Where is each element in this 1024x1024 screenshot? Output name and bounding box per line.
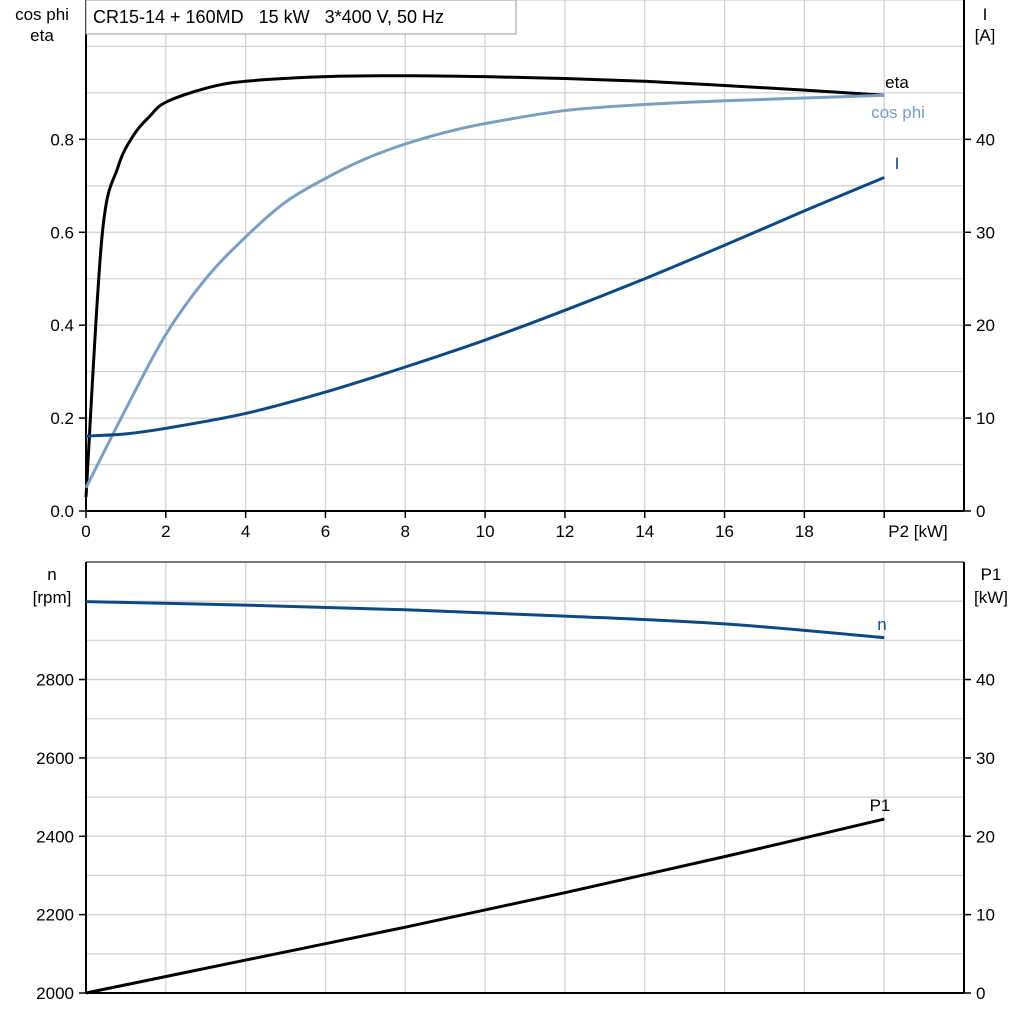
- y-tick-label-right: 30: [976, 749, 995, 768]
- y-tick-label-left: 0.6: [50, 223, 74, 242]
- x-tick-label: 2: [161, 522, 170, 541]
- y-tick-label-left: 0.8: [50, 130, 74, 149]
- title-box: [85, 0, 517, 35]
- x-tick-label: 4: [241, 522, 250, 541]
- series-label-p1: P1: [870, 796, 891, 815]
- x-tick-label: 16: [715, 522, 734, 541]
- y-tick-label-left: 2000: [36, 984, 74, 1003]
- bottom-left-axis-label-2: [rpm]: [33, 588, 72, 607]
- x-tick-label: 18: [795, 522, 814, 541]
- y-tick-label-left: 2200: [36, 906, 74, 925]
- top-right-axis-label-1: I: [983, 5, 988, 24]
- bottom-left-axis-label-1: n: [47, 565, 56, 584]
- bottom-right-axis-label-1: P1: [981, 565, 1002, 584]
- x-tick-label: 14: [635, 522, 654, 541]
- x-axis-label: P2 [kW]: [888, 522, 948, 541]
- x-tick-label: 0: [81, 522, 90, 541]
- y-tick-label-left: 2400: [36, 827, 74, 846]
- y-tick-label-right: 20: [976, 316, 995, 335]
- series-line-n: [85, 600, 885, 640]
- bottom-right-axis-label-2: [kW]: [974, 588, 1008, 607]
- y-tick-label-right: 40: [976, 130, 995, 149]
- y-tick-label-right: 10: [976, 906, 995, 925]
- top-right-axis-label-2: [A]: [975, 26, 996, 45]
- series-line-cos-phi: [84, 93, 885, 489]
- series-line-i: [85, 176, 885, 438]
- series-label-n: n: [877, 615, 886, 634]
- y-tick-label-right: 10: [976, 409, 995, 428]
- series-label-eta: eta: [885, 73, 909, 92]
- y-tick-label-left: 0.4: [50, 316, 74, 335]
- x-tick-label: 8: [401, 522, 410, 541]
- y-tick-label-left: 2600: [36, 749, 74, 768]
- top-left-axis-label-2: eta: [30, 26, 54, 45]
- x-tick-label: 10: [476, 522, 495, 541]
- series-line-eta: [84, 74, 885, 498]
- y-tick-label-right: 30: [976, 223, 995, 242]
- series-line-p1: [85, 817, 885, 995]
- series-label-i: I: [895, 154, 900, 173]
- y-tick-label-left: 2800: [36, 671, 74, 690]
- x-tick-label: 12: [555, 522, 574, 541]
- y-tick-label-right: 0: [976, 984, 985, 1003]
- y-tick-label-left: 0.2: [50, 409, 74, 428]
- chart-title: CR15-14 + 160MD 15 kW 3*400 V, 50 Hz: [93, 7, 444, 27]
- y-tick-label-left: 0.0: [50, 502, 74, 521]
- series-label-cos-phi: cos phi: [871, 103, 925, 122]
- x-tick-label: 6: [321, 522, 330, 541]
- y-tick-label-right: 40: [976, 671, 995, 690]
- y-tick-label-right: 20: [976, 827, 995, 846]
- top-left-axis-label-1: cos phi: [15, 5, 69, 24]
- y-tick-label-right: 0: [976, 502, 985, 521]
